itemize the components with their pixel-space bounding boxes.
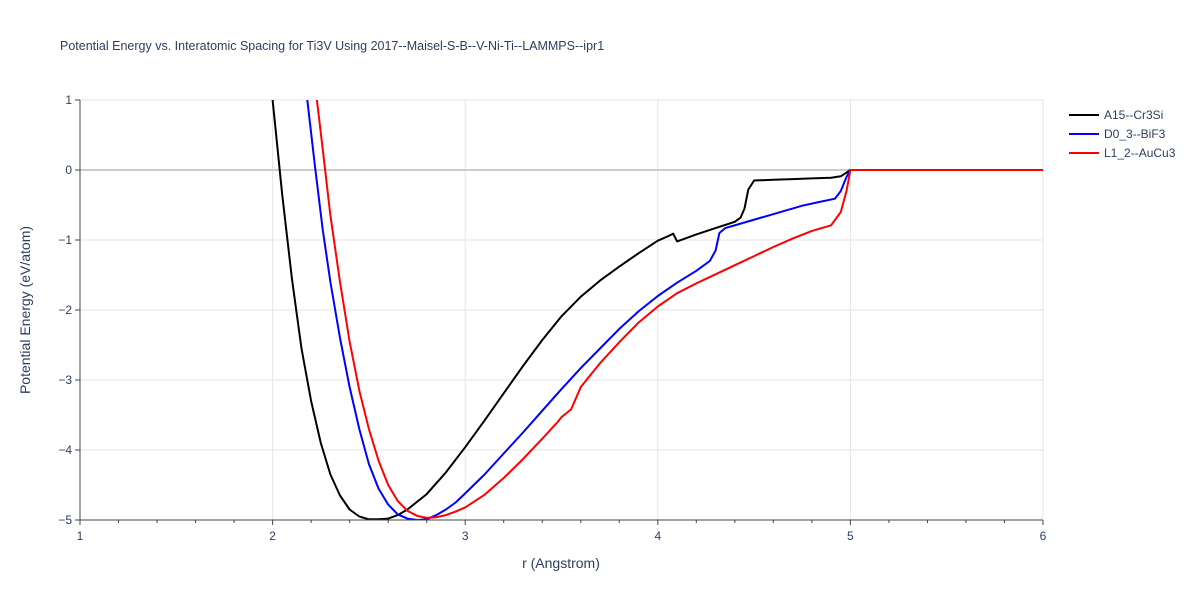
legend-label: L1_2--AuCu3 bbox=[1104, 146, 1176, 160]
legend-label: A15--Cr3Si bbox=[1104, 108, 1163, 122]
series-lines bbox=[271, 100, 1043, 520]
legend-item[interactable]: D0_3--BiF3 bbox=[1069, 127, 1166, 141]
y-tick-label: −4 bbox=[58, 443, 72, 457]
y-tick-label: 1 bbox=[65, 93, 72, 107]
x-tick-label: 3 bbox=[462, 529, 469, 543]
y-tick-label: −1 bbox=[58, 233, 72, 247]
x-tick-label: 4 bbox=[654, 529, 661, 543]
x-tick-label: 2 bbox=[269, 529, 276, 543]
legend-label: D0_3--BiF3 bbox=[1104, 127, 1166, 141]
legend-item[interactable]: A15--Cr3Si bbox=[1069, 108, 1163, 122]
y-tick-label: −3 bbox=[58, 373, 72, 387]
chart-title: Potential Energy vs. Interatomic Spacing… bbox=[60, 39, 604, 53]
axes bbox=[75, 99, 1044, 525]
tick-labels: 1 2 3 4 5 6 1 0 −1 −2 −3 −4 −5 bbox=[58, 93, 1046, 543]
series-line-0 bbox=[271, 100, 1043, 520]
y-tick-label: −2 bbox=[58, 303, 72, 317]
y-tick-label: 0 bbox=[65, 163, 72, 177]
x-tick-label: 5 bbox=[847, 529, 854, 543]
legend-item[interactable]: L1_2--AuCu3 bbox=[1069, 146, 1176, 160]
y-axis-title: Potential Energy (eV/atom) bbox=[17, 226, 33, 394]
x-axis-title: r (Angstrom) bbox=[522, 555, 600, 571]
series-line-1 bbox=[306, 100, 1043, 520]
x-tick-label: 6 bbox=[1040, 529, 1047, 543]
x-tick-label: 1 bbox=[77, 529, 84, 543]
legend[interactable]: A15--Cr3Si D0_3--BiF3 L1_2--AuCu3 bbox=[1069, 108, 1176, 160]
y-tick-label: −5 bbox=[58, 513, 72, 527]
series-line-2 bbox=[315, 100, 1043, 519]
